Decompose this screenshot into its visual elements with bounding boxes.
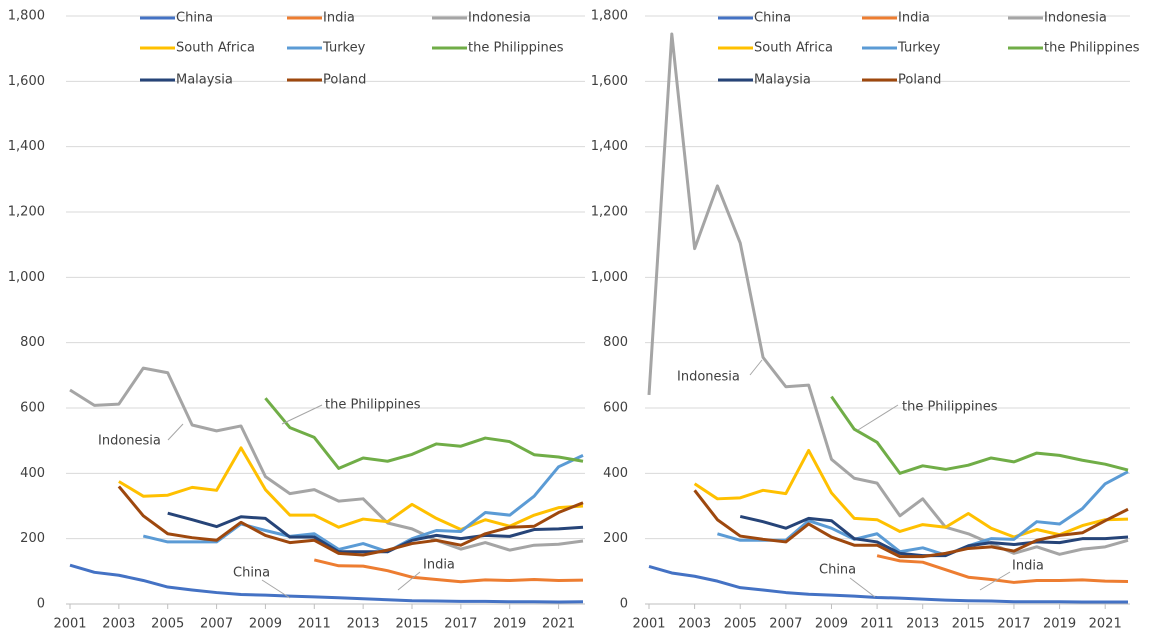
x-tick-label: 2013 (906, 617, 939, 632)
legend-label: the Philippines (468, 41, 564, 56)
annotation-leader (749, 359, 763, 376)
x-tick-label: 2021 (1089, 617, 1122, 632)
legend-label: India (323, 11, 355, 26)
x-tick-label: 2017 (444, 617, 477, 632)
series-line (830, 395, 1129, 475)
legend-label: China (754, 11, 791, 26)
x-tick-label: 2001 (53, 617, 86, 632)
x-tick-label: 2013 (347, 617, 380, 632)
series-line (693, 489, 1129, 559)
legend-label: the Philippines (1044, 41, 1140, 56)
y-tick-label: 200 (20, 531, 45, 546)
y-tick-label: 1,200 (8, 205, 45, 220)
annotation: China (233, 566, 270, 581)
legend-label: Indonesia (468, 11, 531, 26)
annotation-leader (167, 423, 184, 441)
series-line (739, 514, 1129, 558)
annotation: Indonesia (98, 434, 161, 449)
y-tick-label: 600 (603, 401, 628, 416)
x-tick-label: 2003 (102, 617, 135, 632)
series-line (313, 558, 584, 584)
x-tick-label: 2011 (861, 617, 894, 632)
annotation: China (819, 563, 856, 578)
x-tick-label: 2015 (952, 617, 985, 632)
legend-label: South Africa (754, 41, 833, 56)
series-line (647, 32, 1129, 556)
annotation: the Philippines (325, 398, 421, 413)
series-line (69, 366, 584, 552)
x-tick-label: 2015 (395, 617, 428, 632)
y-tick-label: 1,000 (8, 270, 45, 285)
x-tick-label: 2011 (298, 617, 331, 632)
y-tick-label: 1,600 (8, 74, 45, 89)
annotation: the Philippines (902, 400, 998, 415)
y-tick-label: 400 (20, 466, 45, 481)
x-tick-label: 2019 (493, 617, 526, 632)
y-tick-label: 1,600 (591, 74, 628, 89)
legend-label: India (898, 11, 930, 26)
annotation-leader (849, 577, 876, 598)
y-tick-label: 0 (37, 597, 45, 612)
y-tick-label: 1,000 (591, 270, 628, 285)
annotation: India (423, 558, 455, 573)
x-tick-label: 2003 (678, 617, 711, 632)
y-tick-label: 200 (603, 531, 628, 546)
y-tick-label: 0 (620, 597, 628, 612)
y-tick-label: 1,800 (8, 9, 45, 24)
annotation-leader (979, 571, 1011, 591)
legend-label: Malaysia (754, 73, 811, 88)
legend-label: Indonesia (1044, 11, 1107, 26)
y-tick-label: 400 (603, 466, 628, 481)
series-line (142, 454, 584, 554)
series-line (264, 397, 584, 470)
annotation-leader (261, 579, 291, 599)
annotation-leader (397, 571, 421, 591)
x-tick-label: 2019 (1043, 617, 1076, 632)
x-tick-label: 2007 (769, 617, 802, 632)
annotation-leader (281, 404, 323, 425)
legend-label: Poland (898, 73, 941, 88)
legend-label: Turkey (322, 41, 366, 56)
series-line (117, 485, 584, 557)
x-tick-label: 2009 (815, 617, 848, 632)
annotation: Indonesia (677, 370, 740, 385)
series-line (693, 448, 1129, 539)
y-tick-label: 1,800 (591, 9, 628, 24)
legend-label: Malaysia (176, 73, 233, 88)
series-line (876, 554, 1129, 584)
x-tick-label: 2001 (632, 617, 665, 632)
x-tick-label: 2007 (200, 617, 233, 632)
x-tick-label: 2005 (724, 617, 757, 632)
series-line (648, 564, 1128, 604)
annotation: India (1012, 559, 1044, 574)
series-line (69, 563, 584, 604)
legend-label: Poland (323, 73, 366, 88)
y-tick-label: 600 (20, 401, 45, 416)
legend-label: Turkey (897, 41, 941, 56)
legend-label: China (176, 11, 213, 26)
x-tick-label: 2005 (151, 617, 184, 632)
x-tick-label: 2009 (249, 617, 282, 632)
annotation-leader (857, 404, 899, 431)
y-tick-label: 1,400 (8, 139, 45, 154)
x-tick-label: 2021 (542, 617, 575, 632)
legend-label: South Africa (176, 41, 255, 56)
y-tick-label: 800 (20, 335, 45, 350)
series-line (118, 446, 584, 532)
y-tick-label: 1,200 (591, 205, 628, 220)
y-tick-label: 1,400 (591, 139, 628, 154)
x-tick-label: 2017 (997, 617, 1030, 632)
y-tick-label: 800 (603, 335, 628, 350)
